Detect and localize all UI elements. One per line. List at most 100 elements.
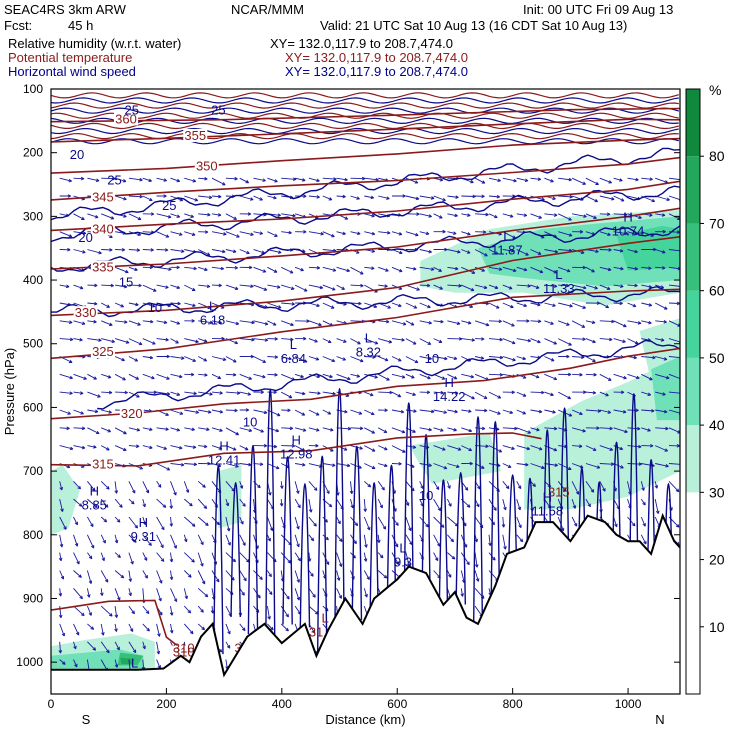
wind-arrow bbox=[516, 177, 529, 182]
wind-arrow bbox=[336, 588, 342, 599]
wind-arrow bbox=[516, 462, 529, 467]
upper-contour-1 bbox=[51, 97, 679, 104]
upper-contour-0 bbox=[51, 92, 679, 99]
wind-arrow bbox=[350, 498, 354, 509]
wind-arrow bbox=[641, 373, 653, 381]
wind-arrow bbox=[558, 177, 572, 182]
wind-speed-spike bbox=[490, 420, 501, 648]
wind-speed-label: 25 bbox=[125, 102, 139, 117]
wind-arrow bbox=[447, 320, 461, 326]
wind-arrow bbox=[73, 623, 80, 636]
wind-arrow bbox=[142, 605, 150, 615]
wind-speed-label: 25 bbox=[162, 198, 176, 213]
wind-arrow bbox=[488, 284, 499, 290]
wind-arrow bbox=[170, 463, 185, 467]
wind-arrow bbox=[613, 409, 627, 414]
wind-arrow bbox=[281, 266, 294, 274]
wind-arrow bbox=[378, 195, 390, 200]
wind-arrow bbox=[100, 516, 108, 523]
wind-arrow bbox=[585, 356, 596, 362]
wind-arrow bbox=[142, 265, 153, 270]
upper-contour-3 bbox=[51, 107, 679, 114]
wind-arrow bbox=[198, 338, 208, 343]
extremum-letter: L bbox=[290, 337, 297, 352]
wind-arrow bbox=[336, 194, 346, 199]
wind-arrow bbox=[115, 248, 126, 252]
wind-arrow bbox=[156, 320, 168, 325]
wind-arrow bbox=[142, 623, 150, 632]
extremum-letter: L bbox=[365, 330, 372, 345]
wind-arrow bbox=[599, 426, 613, 431]
wind-arrow bbox=[613, 320, 627, 328]
extremum-letter: H bbox=[139, 515, 148, 530]
wind-arrow bbox=[295, 336, 307, 341]
wind-arrow bbox=[156, 248, 169, 252]
wind-arrow bbox=[156, 481, 162, 488]
wind-speed-spike bbox=[611, 441, 622, 617]
extremum-value: 10.74 bbox=[612, 223, 645, 238]
wind-arrow bbox=[294, 373, 304, 379]
wind-arrow bbox=[211, 373, 222, 379]
wind-arrow bbox=[461, 409, 472, 413]
wind-arrow bbox=[364, 355, 376, 359]
wind-arrow bbox=[156, 354, 170, 359]
wind-arrow bbox=[114, 641, 120, 651]
colorbar-tick-label: 10 bbox=[709, 619, 725, 635]
wind-arrow bbox=[170, 249, 185, 253]
wind-arrow bbox=[87, 552, 93, 560]
wind-arrow bbox=[198, 444, 208, 449]
wind-arrow bbox=[516, 409, 527, 415]
isentrope-315 bbox=[51, 432, 542, 467]
wind-arrow bbox=[281, 356, 292, 361]
wind-arrow bbox=[281, 408, 291, 413]
wind-arrow bbox=[461, 338, 475, 342]
wind-arrow bbox=[170, 265, 180, 270]
wind-arrow bbox=[101, 373, 112, 379]
wind-arrow bbox=[267, 355, 279, 359]
wind-arrow bbox=[516, 391, 527, 397]
y-tick-label: 700 bbox=[23, 464, 43, 478]
wind-arrow bbox=[170, 301, 181, 306]
wind-arrow bbox=[183, 570, 192, 578]
wind-arrow bbox=[100, 480, 110, 490]
wind-arrow bbox=[405, 373, 415, 379]
wind-speed-spike bbox=[282, 456, 293, 625]
wind-arrow bbox=[308, 195, 320, 199]
wind-arrow bbox=[655, 391, 666, 396]
wind-arrow bbox=[184, 372, 195, 377]
wind-arrow bbox=[530, 266, 544, 274]
wind-arrow bbox=[641, 355, 656, 360]
wind-arrow bbox=[169, 552, 174, 563]
wind-arrow bbox=[211, 283, 222, 288]
wind-arrow bbox=[516, 481, 522, 490]
wind-arrow bbox=[128, 373, 140, 380]
wind-arrow bbox=[557, 391, 572, 400]
x-axis-title: Distance (km) bbox=[325, 712, 405, 727]
wind-arrow bbox=[170, 445, 183, 450]
wind-arrow bbox=[308, 443, 319, 448]
field-1-xy: XY= 132.0,117.9 to 208.7,474.0 bbox=[270, 36, 453, 51]
extremum-letter: H bbox=[219, 439, 228, 454]
wind-arrow bbox=[558, 463, 572, 470]
wind-arrow bbox=[488, 355, 504, 360]
wind-arrow bbox=[86, 588, 91, 598]
wind-arrow bbox=[184, 356, 197, 362]
wind-speed-spike bbox=[472, 416, 484, 650]
wind-arrow bbox=[225, 356, 237, 363]
wind-arrow bbox=[211, 427, 223, 432]
wind-arrow bbox=[613, 373, 627, 380]
wind-arrow bbox=[419, 373, 431, 380]
wind-arrow bbox=[391, 373, 406, 379]
wind-arrow bbox=[516, 266, 528, 272]
wind-arrow bbox=[364, 195, 375, 200]
wind-arrow bbox=[225, 213, 237, 220]
wind-arrow bbox=[267, 409, 281, 417]
wind-arrow bbox=[627, 283, 638, 288]
wind-arrow bbox=[225, 231, 240, 238]
wind-arrow bbox=[322, 302, 335, 309]
isentrope-320 bbox=[51, 347, 680, 420]
wind-arrow bbox=[599, 302, 610, 309]
wind-arrow bbox=[183, 605, 192, 614]
wind-arrow bbox=[253, 338, 269, 342]
x-tick-label: 600 bbox=[387, 697, 407, 711]
